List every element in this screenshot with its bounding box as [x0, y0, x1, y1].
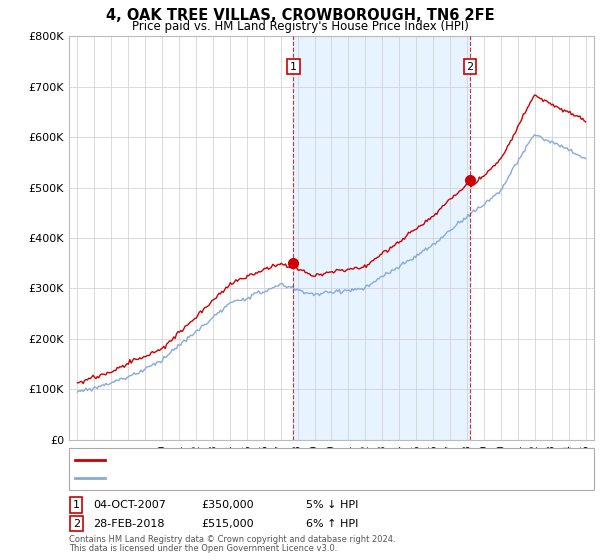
Text: This data is licensed under the Open Government Licence v3.0.: This data is licensed under the Open Gov…: [69, 544, 337, 553]
Text: £515,000: £515,000: [201, 519, 254, 529]
Text: 6% ↑ HPI: 6% ↑ HPI: [306, 519, 358, 529]
Text: 2: 2: [466, 62, 473, 72]
Text: 5% ↓ HPI: 5% ↓ HPI: [306, 500, 358, 510]
Text: 04-OCT-2007: 04-OCT-2007: [93, 500, 166, 510]
Bar: [293, 36, 470, 440]
Text: HPI: Average price, detached house, Wealden: HPI: Average price, detached house, Weal…: [111, 473, 349, 483]
Text: 4, OAK TREE VILLAS, CROWBOROUGH, TN6 2FE (detached house): 4, OAK TREE VILLAS, CROWBOROUGH, TN6 2FE…: [111, 455, 453, 465]
Text: 2: 2: [73, 519, 80, 529]
Text: Contains HM Land Registry data © Crown copyright and database right 2024.: Contains HM Land Registry data © Crown c…: [69, 535, 395, 544]
Text: £350,000: £350,000: [201, 500, 254, 510]
Text: 28-FEB-2018: 28-FEB-2018: [93, 519, 164, 529]
Text: 4, OAK TREE VILLAS, CROWBOROUGH, TN6 2FE: 4, OAK TREE VILLAS, CROWBOROUGH, TN6 2FE: [106, 8, 494, 24]
Text: Price paid vs. HM Land Registry's House Price Index (HPI): Price paid vs. HM Land Registry's House …: [131, 20, 469, 32]
Text: 1: 1: [290, 62, 297, 72]
Text: 1: 1: [73, 500, 80, 510]
